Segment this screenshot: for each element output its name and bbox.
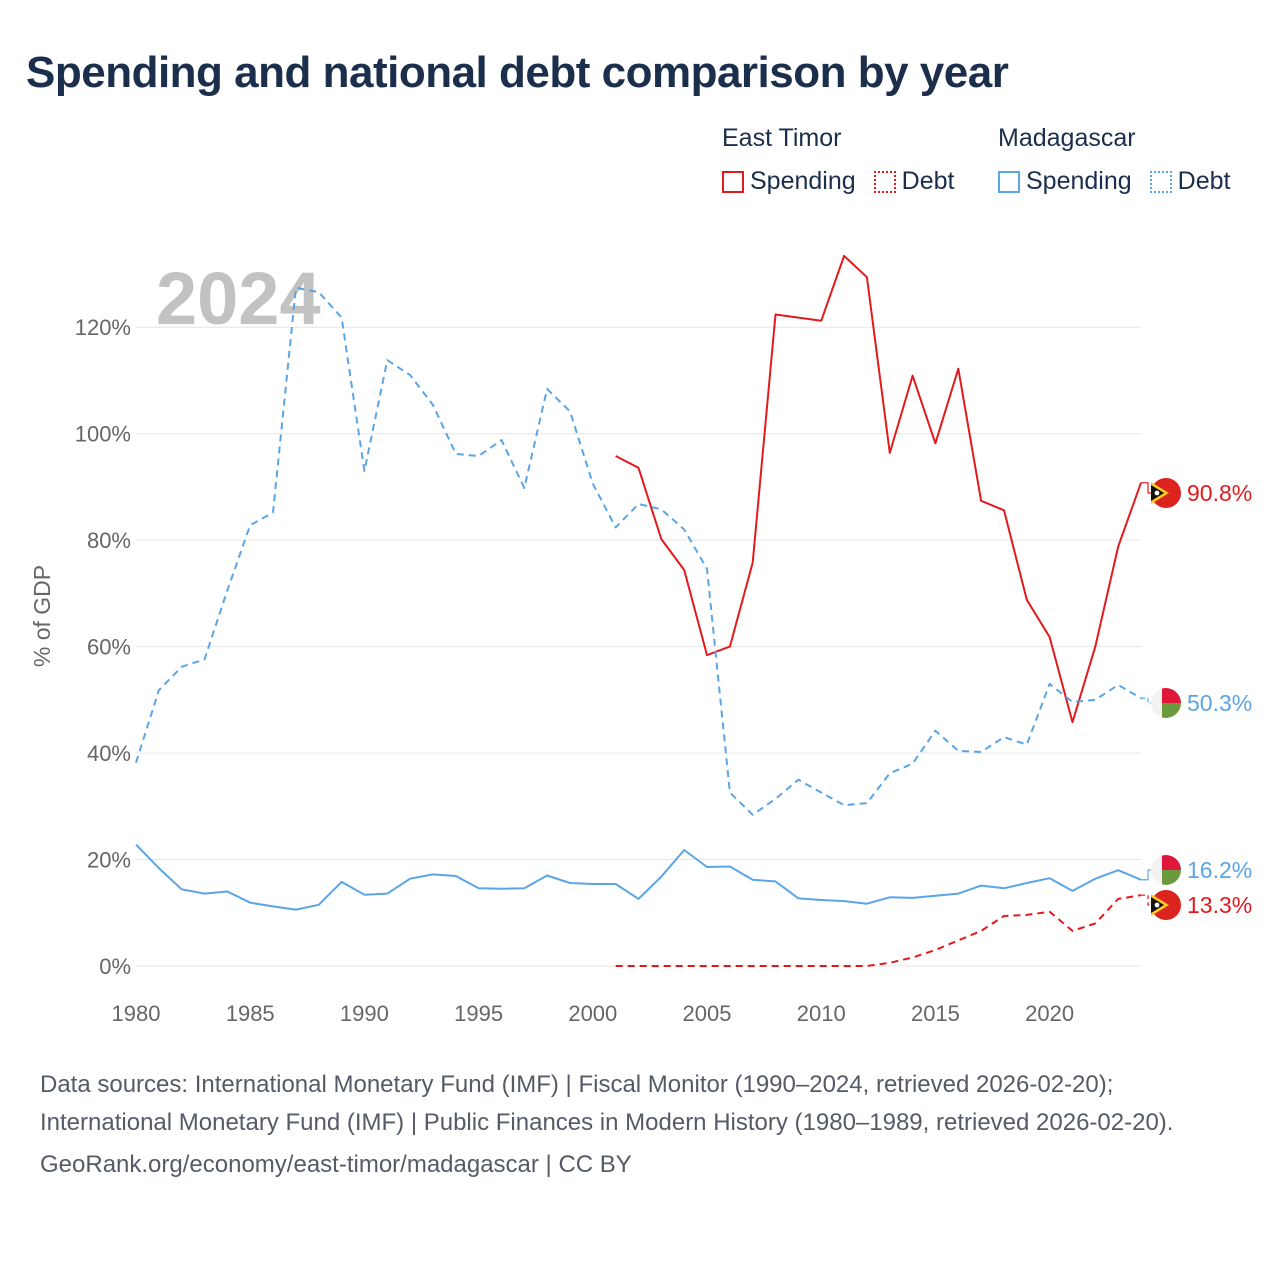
solid-line-swatch-icon [998,170,1020,193]
flag-green-band [1162,703,1181,718]
flag-green-band [1162,870,1181,885]
x-tick-label: 1980 [112,1001,161,1026]
data-sources: Data sources: International Monetary Fun… [40,1071,1174,1136]
x-tick-label: 2005 [683,1001,732,1026]
legend-item-east-timor-spending[interactable]: Spending [722,167,856,196]
flag-red-band [1162,855,1181,870]
solid-line-swatch-icon [722,170,744,193]
label-connector [1141,894,1152,906]
east-timor-spending-line [615,254,1142,724]
legend-madagascar: Madagascar Spending Debt [998,124,1230,196]
legend-item-madagascar-debt[interactable]: Debt [1149,167,1231,196]
y-tick-label: 80% [87,528,131,553]
end-value-label: 13.3% [1187,892,1252,918]
label-connector [1141,869,1152,881]
label-connector [1141,482,1152,494]
x-tick-label: 2000 [568,1001,617,1026]
credit-link[interactable]: GeoRank.org/economy/east-timor/madagasca… [40,1151,632,1178]
x-tick-label: 1995 [454,1001,503,1026]
flag-star [1154,902,1160,908]
x-tick-label: 1985 [226,1001,275,1026]
legend-item-label: Spending [1026,167,1132,195]
legend-item-label: Debt [1177,167,1231,195]
madagascar-spending-line [135,843,1142,911]
y-tick-label: 100% [75,422,131,447]
x-tick-label: 2015 [911,1001,960,1026]
east-timor-flag-icon [1151,478,1181,508]
y-tick-label: 0% [99,954,131,979]
y-axis-label: % of GDP [29,565,55,667]
footer: Data sources: International Monetary Fun… [40,1066,1240,1184]
end-value-label: 16.2% [1187,857,1252,883]
madagascar-flag-icon [1151,855,1181,885]
legend-country-label: Madagascar [998,124,1136,152]
y-tick-label: 40% [87,741,131,766]
year-watermark: 2024 [156,257,321,340]
legend-item-label: Spending [750,167,856,195]
legend-item-madagascar-spending[interactable]: Spending [998,167,1132,196]
legend-item-label: Debt [901,167,955,195]
x-tick-label: 2020 [1025,1001,1074,1026]
end-value-label: 50.3% [1187,690,1252,716]
east-timor-debt-line [615,894,1142,967]
flag-red-band [1162,688,1181,703]
dotted-line-swatch-icon [1149,170,1172,193]
y-tick-label: 20% [87,848,131,873]
madagascar-flag-icon [1151,688,1181,718]
legend-east-timor: East Timor Spending Debt [722,124,954,196]
east-timor-flag-icon [1151,890,1181,920]
flag-star [1154,490,1160,496]
madagascar-debt-line [135,286,1142,816]
legend-item-east-timor-debt[interactable]: Debt [873,167,955,196]
end-value-label: 90.8% [1187,480,1252,506]
line-chart: 2024 0% 20% 40% 60% 80% 100% 120% 1980 1985 1990 1… [29,254,1252,1026]
chart-title: Spending and national debt comparison by… [26,48,1009,97]
label-connector [1141,697,1152,704]
dotted-line-swatch-icon [873,170,896,193]
legend-country-label: East Timor [722,124,842,152]
y-tick-label: 120% [75,315,131,340]
x-tick-label: 1990 [340,1001,389,1026]
y-tick-label: 60% [87,635,131,660]
x-tick-label: 2010 [797,1001,846,1026]
